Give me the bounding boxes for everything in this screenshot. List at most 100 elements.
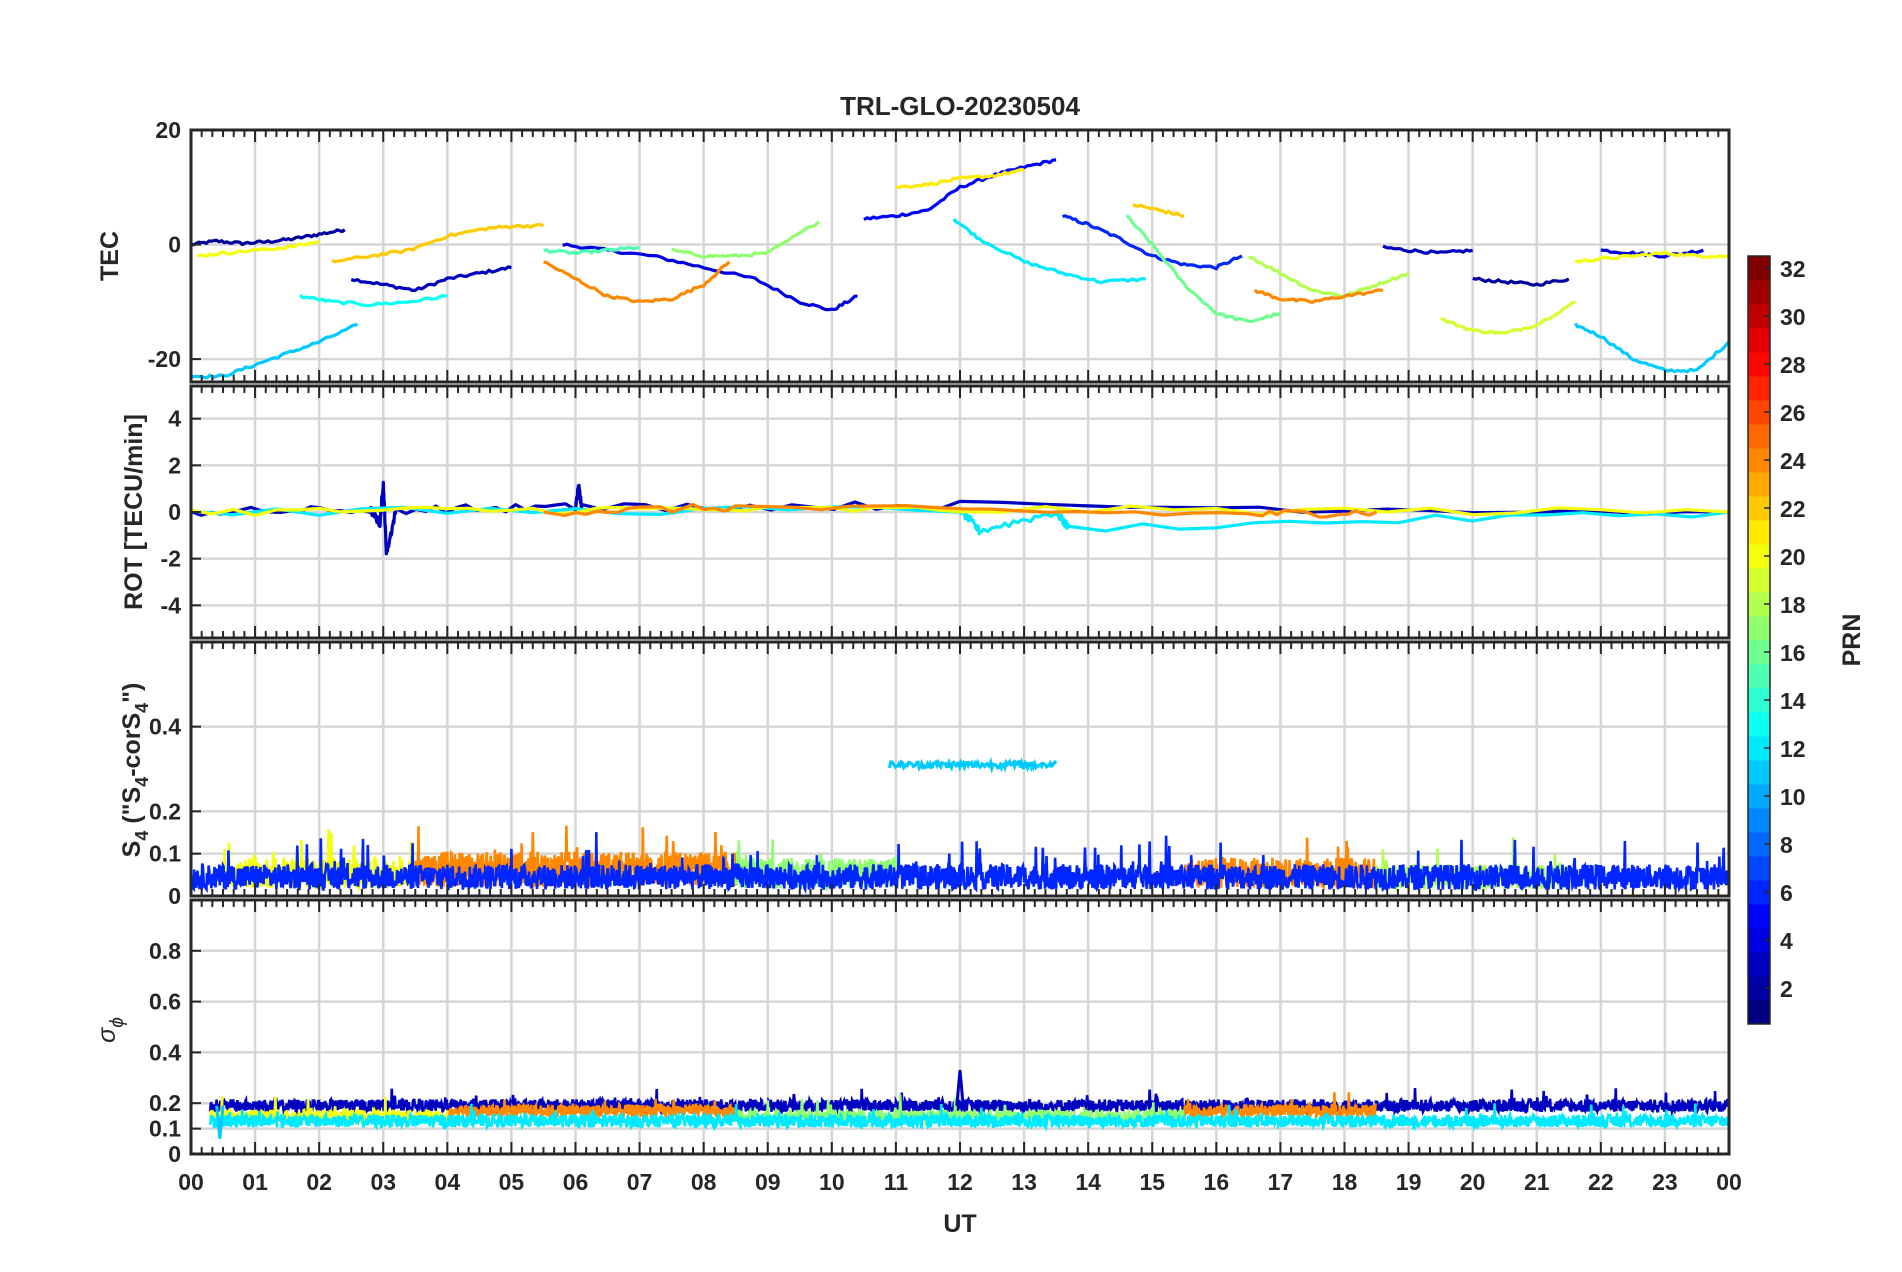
colorbar-tick-label: 18 [1780, 592, 1806, 618]
panel-tec-ylabel: TEC [96, 231, 124, 281]
series-line-prn-21 [895, 167, 1025, 190]
panel-sigma: 0.8 0.6 0.4 0.20.10 σϕ [93, 898, 1731, 1167]
series-line-prn-2 [1472, 276, 1570, 287]
series-line-prn-20 [1574, 250, 1729, 264]
series-line-prn-24 [1253, 288, 1384, 304]
colorbar-swatch [1748, 400, 1770, 425]
colorbar-swatch [1748, 952, 1770, 977]
panel-tec-ticks: 20 0 -20 [148, 117, 1730, 382]
series-band-prn-3 [208, 1088, 1729, 1117]
x-tick-label: 08 [691, 1169, 717, 1195]
y-tick-label: 0 [168, 883, 181, 909]
colorbar-tick-label: 28 [1780, 352, 1806, 378]
y-tick-label: 0 [168, 232, 181, 258]
colorbar-swatch [1748, 1000, 1770, 1025]
panel-rot: 4 2 0 -2 -4 ROT [TECU/min] [120, 384, 1731, 640]
x-tick-label: 00 [1716, 1169, 1742, 1195]
x-tick-label: 14 [1075, 1169, 1101, 1195]
y-tick-label: 2 [168, 452, 181, 478]
colorbar-swatch [1748, 688, 1770, 713]
series-line-prn-22 [1132, 203, 1185, 218]
x-tick-label: 10 [819, 1169, 845, 1195]
series-band-prn-6 [191, 832, 1729, 895]
y-tick-label: 0.2 [149, 1090, 181, 1116]
series-line-prn-16 [1125, 214, 1282, 324]
x-tick-label: 18 [1332, 1169, 1358, 1195]
chart-title: TRL-GLO-20230504 [840, 91, 1080, 121]
colorbar-swatch [1748, 808, 1770, 833]
y-tick-label: 0.6 [149, 989, 181, 1015]
panel-s4-ylabel-sub3: 4 [132, 703, 152, 713]
panel-rot-lines [191, 480, 1729, 556]
colorbar-swatch [1748, 976, 1770, 1001]
colorbar-tick-label: 2 [1780, 976, 1793, 1002]
x-tick-label: 06 [563, 1169, 589, 1195]
series-line-prn-2 [191, 228, 346, 247]
colorbar-swatch [1748, 712, 1770, 737]
y-tick-label: -20 [148, 346, 181, 372]
y-tick-label: 0.4 [149, 1039, 181, 1065]
series-plateau-prn-11 [887, 756, 1058, 774]
colorbar-swatch [1748, 256, 1770, 281]
colorbar-swatch [1748, 424, 1770, 449]
panel-s4-ylabel: S4 ("S4-corS4") [118, 683, 152, 858]
colorbar-tick-label: 20 [1780, 544, 1806, 570]
series-line-prn-4 [1600, 248, 1704, 259]
colorbar-tick-label: 26 [1780, 400, 1806, 426]
colorbar-swatch [1748, 568, 1770, 593]
x-tick-label: 15 [1139, 1169, 1165, 1195]
colorbar-tick-label: 4 [1780, 928, 1793, 954]
series-band-prn-24 [1183, 1092, 1378, 1122]
series-band-prn-24 [446, 1098, 737, 1121]
colorbar-swatch [1748, 592, 1770, 617]
y-tick-label: 0.8 [149, 938, 181, 964]
series-line-prn-11 [1573, 322, 1729, 374]
colorbar-swatches [1748, 256, 1770, 1025]
panel-tec-grid [191, 128, 1729, 382]
colorbar-swatch [1748, 760, 1770, 785]
colorbar-swatch [1748, 496, 1770, 521]
series-line-prn-11 [191, 323, 358, 380]
colorbar-swatch [1748, 736, 1770, 761]
x-tick-labels: 00 01 02 03 04 05 06 07 08 09 10 11 12 13 14 15 16 17 18 19… [178, 1169, 1742, 1195]
x-tick-label: 04 [435, 1169, 461, 1195]
series-line-prn-24 [543, 260, 731, 304]
series-line-prn-12 [952, 218, 1146, 285]
x-axis-label: UT [943, 1210, 976, 1238]
panel-rot-ticks: 4 2 0 -2 -4 [161, 386, 1730, 638]
colorbar-swatch [1748, 784, 1770, 809]
panel-sigma-ylabel-sub: ϕ [107, 1017, 128, 1028]
panel-s4-ylabel-end: ") [118, 683, 146, 703]
panel-s4-ticks: 0.4 0.2 0.1 0 [149, 642, 1730, 909]
colorbar-tick-label: 6 [1780, 880, 1793, 906]
panel-rot-ylabel: ROT [TECU/min] [120, 414, 148, 610]
colorbar-swatch [1748, 616, 1770, 641]
x-tick-label: 21 [1524, 1169, 1550, 1195]
panel-sigma-ylabel: σϕ [93, 1017, 128, 1043]
colorbar-swatch [1748, 280, 1770, 305]
series-line-prn-22 [331, 223, 544, 264]
series-line-prn-24 [543, 502, 1378, 519]
colorbar-tick-label: 22 [1780, 496, 1806, 522]
x-tick-label: 00 [178, 1169, 204, 1195]
colorbar-swatch [1748, 328, 1770, 353]
panel-sigma-ticks: 0.8 0.6 0.4 0.20.10 [149, 900, 1730, 1167]
series-line-prn-18 [1248, 255, 1410, 299]
colorbar-tick-label: 32 [1780, 256, 1806, 282]
x-tick-label: 19 [1396, 1169, 1422, 1195]
series-line-prn-6 [1062, 214, 1243, 271]
panel-s4-ylabel-part2: ("S [118, 787, 146, 831]
y-tick-label: 0 [168, 1141, 181, 1167]
colorbar-swatch [1748, 856, 1770, 881]
panel-tec-lines [191, 158, 1729, 380]
panel-sigma-ylabel-main: σ [93, 1027, 121, 1043]
x-tick-label: 22 [1588, 1169, 1614, 1195]
series-spike-prn-11 [215, 1105, 225, 1139]
y-tick-label: 4 [168, 406, 181, 432]
y-tick-label: 0.4 [149, 714, 181, 740]
x-tick-label: 12 [947, 1169, 973, 1195]
colorbar-tick-label: 14 [1780, 688, 1806, 714]
y-tick-label: -4 [161, 592, 182, 618]
y-tick-label: 0 [168, 499, 181, 525]
